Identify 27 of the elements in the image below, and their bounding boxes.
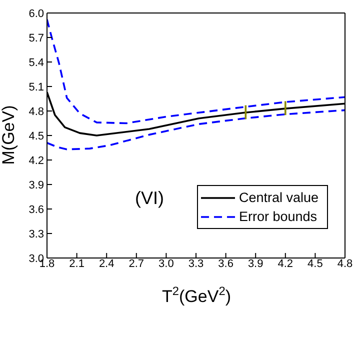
y-axis-title: M(GeV) (0, 105, 18, 165)
line-series (47, 18, 345, 124)
x-axis-title: T$^{2}$(GeV$^{2}$) (162, 284, 231, 306)
x-tick-label: 4.8 (337, 258, 353, 270)
x-tick-label: 3.6 (218, 258, 234, 270)
x-tick-label: 3.0 (158, 258, 174, 270)
x-tick-label: 2.7 (128, 258, 144, 270)
y-tick-label: 5.7 (28, 32, 44, 44)
x-tick-label: 4.5 (308, 258, 323, 270)
y-tick-label: 3.9 (28, 179, 44, 192)
x-tick-label: 2.1 (69, 258, 84, 270)
y-tick-label: 4.8 (28, 106, 44, 118)
y-tick-label: 5.4 (28, 56, 44, 69)
legend-label: Central value (239, 190, 319, 205)
y-tick-label: 4.2 (28, 154, 44, 167)
x-tick-label: 2.4 (98, 258, 114, 270)
y-tick-label: 3.3 (28, 228, 44, 240)
y-tick-label: 4.5 (28, 130, 44, 142)
y-tick-label: 3.6 (28, 204, 44, 216)
y-tick-label: 6.0 (28, 8, 44, 20)
line-series (47, 109, 345, 150)
y-tick-label: 5.1 (28, 81, 44, 94)
annotation: (VI) (135, 188, 164, 209)
legend-label: Error bounds (239, 209, 318, 224)
x-tick-label: 4.2 (278, 258, 294, 270)
x-tick-label: 3.9 (248, 258, 264, 270)
x-tick-label: 3.3 (188, 258, 204, 270)
